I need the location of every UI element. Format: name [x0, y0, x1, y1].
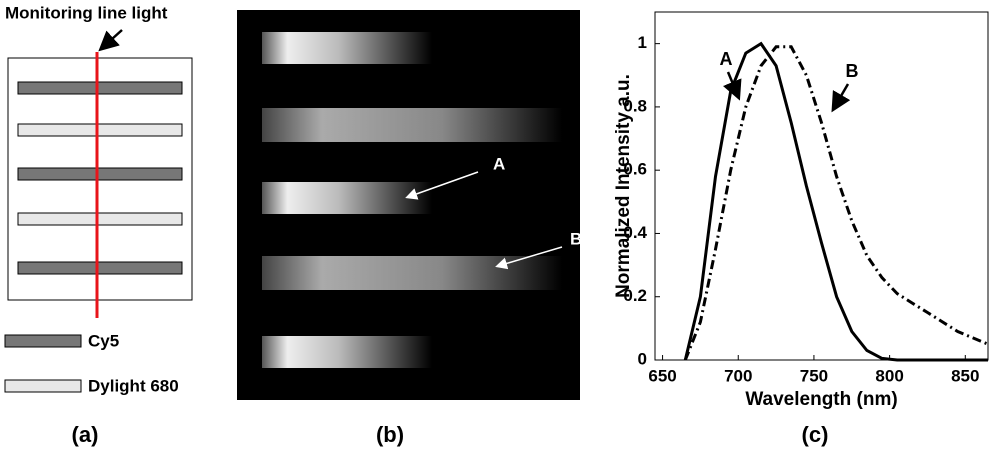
- band-label: B: [570, 229, 582, 248]
- series-line: [683, 41, 988, 362]
- annotation-arrow: [831, 83, 851, 113]
- plot-frame: [654, 11, 989, 361]
- y-tick-label: 0.4: [623, 223, 647, 242]
- annotation: A: [720, 49, 733, 69]
- x-tick-label: 850: [951, 366, 979, 385]
- x-tick-label: 800: [875, 366, 903, 385]
- legend-swatch: [4, 379, 82, 393]
- x-axis-label: Wavelength (nm): [745, 389, 897, 410]
- panel-b: A B (b): [237, 10, 582, 447]
- caption: (a): [72, 422, 99, 447]
- x-tick-label: 700: [724, 366, 752, 385]
- legend-swatch: [4, 334, 82, 348]
- cy5-strip: [17, 81, 183, 95]
- y-tick-label: 0.2: [623, 286, 647, 305]
- band: [262, 336, 432, 368]
- y-axis-label: Normalized Intensity a.u.: [613, 74, 634, 298]
- line-light-label: Monitoring line light: [5, 3, 168, 22]
- arrow: [98, 29, 123, 52]
- annotation: B: [846, 61, 859, 81]
- legend-label: Dylight 680: [88, 376, 179, 395]
- cy5-strip: [17, 167, 183, 181]
- band: [262, 108, 562, 142]
- caption: (c): [802, 422, 829, 447]
- dylight-strip: [17, 123, 183, 137]
- panel-a: Monitoring line light Cy5 Dylight 680 (a…: [4, 3, 193, 447]
- slide: [7, 57, 193, 301]
- x-tick-label: 750: [800, 366, 828, 385]
- arrow: [405, 171, 479, 200]
- cy5-strip: [17, 261, 183, 275]
- annotation-arrow: [723, 71, 742, 101]
- caption: (b): [376, 422, 404, 447]
- y-tick-label: 0: [638, 349, 647, 368]
- chart: 650 700 750 800 850 0 0.2 0.4 0.6 0.8 1 A B Wavelengt…: [613, 11, 989, 447]
- series-line: [683, 45, 989, 361]
- y-tick-label: 0.6: [623, 160, 647, 179]
- y-tick-label: 1: [638, 33, 647, 52]
- band: [262, 182, 432, 214]
- y-tick-label: 0.8: [623, 96, 647, 115]
- band: [262, 32, 432, 64]
- dylight-strip: [17, 212, 183, 226]
- arrow: [495, 246, 563, 270]
- legend-label: Cy5: [88, 331, 119, 350]
- x-tick-label: 650: [648, 366, 676, 385]
- band-label: A: [493, 154, 505, 173]
